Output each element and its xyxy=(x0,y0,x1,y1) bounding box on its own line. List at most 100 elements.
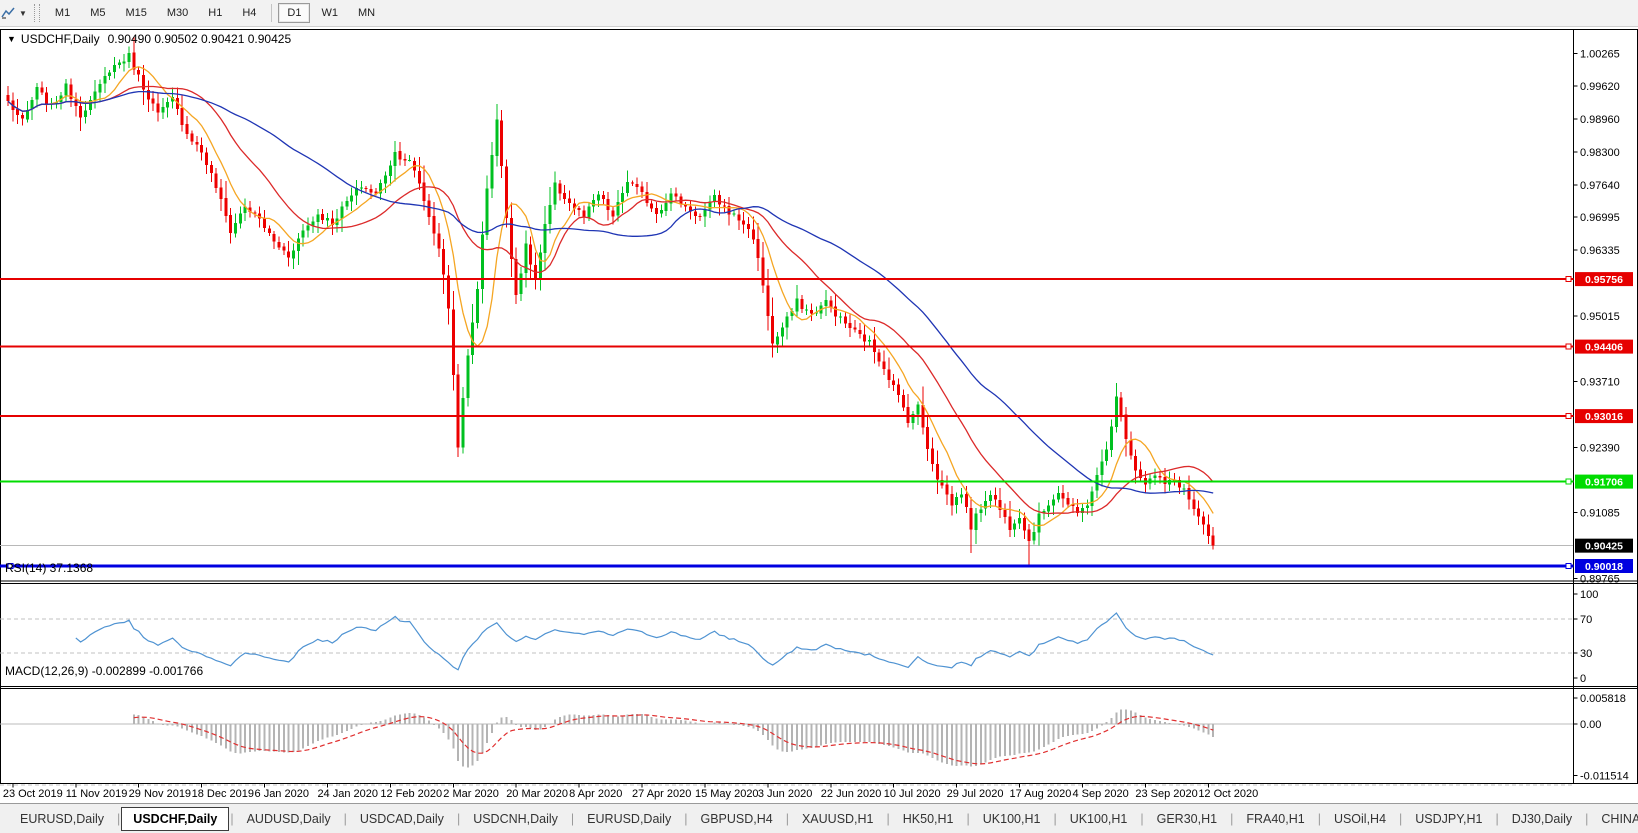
date-tick-label: 23 Sep 2020 xyxy=(1135,788,1197,800)
chart-tab-GBPUSD-H4[interactable]: GBPUSD,H4 xyxy=(700,811,773,826)
tab-separator: | xyxy=(1495,811,1499,826)
rsi-axis-label: 70 xyxy=(1580,614,1592,626)
macd-pane[interactable] xyxy=(0,709,1574,768)
tab-separator: | xyxy=(456,811,461,826)
price-tick-label: 0.98960 xyxy=(1580,114,1620,126)
timeframe-button-MN[interactable]: MN xyxy=(349,3,384,23)
toolbar-grip xyxy=(33,4,40,22)
chart-window: 1.00265 0.99620 0.98960 0.98300 0.97640 0.969… xyxy=(0,27,1638,803)
hline-price-badge[interactable] xyxy=(1575,409,1633,424)
chart-tab-EURUSD-Daily[interactable]: EURUSD,Daily xyxy=(587,811,672,826)
tab-separator: | xyxy=(117,811,121,826)
rsi-axis-label: 0 xyxy=(1580,673,1586,685)
rsi-line xyxy=(75,612,1214,671)
tab-separator: | xyxy=(230,811,234,826)
chart-tab-XAUUSD-H1[interactable]: XAUUSD,H1 xyxy=(801,811,874,826)
date-tick-label: 18 Dec 2019 xyxy=(192,788,254,800)
hline-handle[interactable] xyxy=(1565,413,1572,420)
timeframe-button-M15[interactable]: M15 xyxy=(116,3,155,23)
ma-mid-line xyxy=(7,85,1214,515)
candlestick-series xyxy=(6,36,1215,566)
tab-separator: | xyxy=(684,811,688,826)
rsi-pane[interactable] xyxy=(75,612,1214,671)
chart-tool-icon[interactable]: ▼ xyxy=(0,5,30,21)
tab-separator: | xyxy=(1399,811,1403,826)
date-tick-label: 3 Jun 2020 xyxy=(758,788,812,800)
chevron-down-icon: ▼ xyxy=(19,8,27,18)
date-tick-label: 22 Jun 2020 xyxy=(821,788,882,800)
hline-price-badge[interactable] xyxy=(1575,474,1633,489)
hline-handle[interactable] xyxy=(7,562,14,570)
chart-tab-USDCNH-Daily[interactable]: USDCNH,Daily xyxy=(473,811,558,826)
date-tick-label: 29 Jul 2020 xyxy=(947,788,1004,800)
price-tick-label: 0.96335 xyxy=(1580,245,1620,257)
chart-canvas[interactable]: 1.00265 0.99620 0.98960 0.98300 0.97640 0.969… xyxy=(0,27,1638,803)
hline-handle[interactable] xyxy=(1565,276,1572,283)
tab-separator: | xyxy=(1053,811,1057,826)
date-axis: 23 Oct 2019 11 Nov 2019 29 Nov 2019 18 Dec … xyxy=(3,783,1258,800)
macd-axis-label: 0.005818 xyxy=(1580,693,1626,705)
chart-tab-DJ30-Daily[interactable]: DJ30,Daily xyxy=(1511,811,1573,826)
tab-separator: | xyxy=(966,811,970,826)
date-tick-label: 8 Apr 2020 xyxy=(569,788,622,800)
timeframe-button-H4[interactable]: H4 xyxy=(233,3,265,23)
timeframe-button-group: M1 M5 M15 M30 H1 H4 D1 W1 MN xyxy=(45,3,385,23)
price-pane[interactable] xyxy=(0,36,1574,566)
date-tick-label: 27 Apr 2020 xyxy=(632,788,691,800)
indicator-glyph xyxy=(1,7,15,19)
hline-handle[interactable] xyxy=(1565,478,1572,485)
date-tick-label: 17 Aug 2020 xyxy=(1010,788,1072,800)
timeframe-button-H1[interactable]: H1 xyxy=(199,3,231,23)
price-tick-label: 0.89765 xyxy=(1580,574,1620,586)
chart-tab-USDCAD-Daily[interactable]: USDCAD,Daily xyxy=(359,811,444,826)
chart-tabs: EURUSD,Daily | USDCHF,Daily | AUDUSD,Daily | U… xyxy=(8,806,1638,831)
timeframe-button-M5[interactable]: M5 xyxy=(81,3,114,23)
price-tick-label: 0.95015 xyxy=(1580,311,1620,323)
date-tick-label: 2 Mar 2020 xyxy=(443,788,499,800)
date-tick-label: 12 Oct 2020 xyxy=(1198,788,1258,800)
date-tick-label: 4 Sep 2020 xyxy=(1072,788,1128,800)
pane-borders xyxy=(0,29,1638,784)
current-price-badge-text: 0.90425 xyxy=(1585,541,1623,553)
hline-handle[interactable] xyxy=(1565,562,1572,570)
timeframe-button-M30[interactable]: M30 xyxy=(158,3,197,23)
timeframe-button-W1[interactable]: W1 xyxy=(312,3,347,23)
hline-price-badge-text: 0.94406 xyxy=(1585,342,1623,354)
timeframe-button-D1[interactable]: D1 xyxy=(278,3,311,23)
chart-tab-USOil-H4[interactable]: USOil,H4 xyxy=(1333,811,1387,826)
current-price-badge[interactable] xyxy=(1575,538,1633,553)
chart-tab-CHINA300-H1[interactable]: CHINA300,H1 xyxy=(1601,811,1638,826)
date-tick-label: 10 Jul 2020 xyxy=(884,788,941,800)
price-tick-label: 0.91085 xyxy=(1580,508,1620,520)
price-axis: 1.00265 0.99620 0.98960 0.98300 0.97640 0.969… xyxy=(1573,49,1633,782)
tab-separator: | xyxy=(1230,811,1234,826)
chart-tab-UK100-H1[interactable]: UK100,H1 xyxy=(1069,811,1128,826)
price-tick-label: 0.99620 xyxy=(1580,81,1620,93)
chart-tab-HK50-H1[interactable]: HK50,H1 xyxy=(902,811,954,826)
price-tick-label: 0.97640 xyxy=(1580,180,1620,192)
tab-separator: | xyxy=(570,811,575,826)
date-tick-label: 20 Mar 2020 xyxy=(506,788,568,800)
tab-separator: | xyxy=(1317,811,1321,826)
date-tick-label: 6 Jan 2020 xyxy=(255,788,309,800)
tab-separator: | xyxy=(886,811,890,826)
timeframe-button-M1[interactable]: M1 xyxy=(46,3,79,23)
hline-handle[interactable] xyxy=(1565,343,1572,350)
hline-price-badge[interactable] xyxy=(1575,559,1633,573)
chart-tab-UK100-H1[interactable]: UK100,H1 xyxy=(982,811,1041,826)
chart-tab-USDJPY-H1[interactable]: USDJPY,H1 xyxy=(1415,811,1483,826)
price-tick-label: 0.96995 xyxy=(1580,212,1620,224)
chart-tab-AUDUSD-Daily[interactable]: AUDUSD,Daily xyxy=(246,811,331,826)
date-tick-label: 11 Nov 2019 xyxy=(66,788,128,800)
chart-tab-EURUSD-Daily[interactable]: EURUSD,Daily xyxy=(20,811,105,826)
hline-price-badge[interactable] xyxy=(1575,339,1633,354)
horizontal-level-lines xyxy=(0,276,1574,570)
hline-price-badge[interactable] xyxy=(1575,272,1633,287)
chart-tab-GER30-H1[interactable]: GER30,H1 xyxy=(1156,811,1218,826)
toolbar-separator xyxy=(271,4,273,22)
chart-tab-USDCHF-Daily[interactable]: USDCHF,Daily xyxy=(121,806,230,831)
macd-axis-label: 0.00 xyxy=(1580,719,1601,731)
chart-tab-FRA40-H1[interactable]: FRA40,H1 xyxy=(1246,811,1305,826)
chart-tab-bar: EURUSD,Daily | USDCHF,Daily | AUDUSD,Daily | U… xyxy=(0,803,1638,833)
tab-separator: | xyxy=(785,811,789,826)
